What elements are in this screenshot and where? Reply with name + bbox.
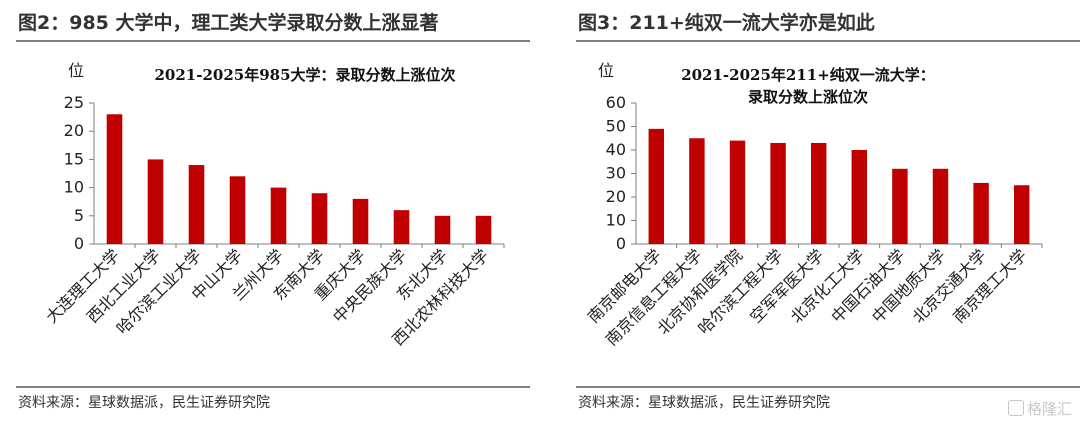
right-figure-panel: 图3：211+纯双一流大学亦是如此 位 2021-2025年211+纯双一流大学：… — [560, 0, 1080, 421]
source-note: 资料来源：星球数据派，民生证券研究院 — [18, 395, 270, 411]
y-tick-label: 25 — [64, 93, 84, 112]
y-tick-label: 10 — [64, 178, 84, 197]
bar — [770, 142, 786, 244]
chart-title: 2021-2025年985大学：录取分数上涨位次 — [154, 66, 455, 84]
source-divider — [16, 386, 530, 388]
bar — [648, 128, 665, 244]
bar — [393, 210, 410, 244]
title-divider — [16, 40, 530, 42]
y-tick-label: 10 — [606, 211, 626, 230]
bar — [188, 165, 205, 244]
y-tick-label: 5 — [74, 206, 84, 225]
y-tick-label: 0 — [616, 234, 626, 253]
bar — [270, 187, 287, 244]
bar — [352, 198, 369, 244]
title-divider — [576, 40, 1080, 42]
source-divider — [576, 386, 1080, 388]
bar — [229, 176, 246, 244]
chart-title-line2: 录取分数上涨位次 — [748, 88, 868, 106]
y-tick-label: 20 — [606, 187, 626, 206]
y-tick-label: 0 — [74, 234, 84, 253]
y-tick-label: 30 — [606, 164, 626, 183]
watermark: 格隆汇 — [1007, 398, 1072, 419]
bar — [311, 193, 328, 244]
bar — [1013, 185, 1030, 244]
y-tick-label: 20 — [64, 121, 84, 140]
bar — [932, 168, 949, 244]
bar — [973, 182, 989, 244]
watermark-text: 格隆汇 — [1026, 400, 1072, 418]
y-tick-label: 15 — [64, 149, 84, 168]
source-note: 资料来源：星球数据派，民生证券研究院 — [578, 395, 830, 411]
glh-logo-icon — [1007, 400, 1024, 416]
y-tick-label: 50 — [606, 117, 626, 136]
bar — [106, 114, 123, 244]
bar — [729, 140, 746, 244]
bar — [892, 168, 908, 244]
left-figure-panel: 图2：985 大学中，理工类大学录取分数上涨显著 位 2021-2025年985大… — [0, 0, 530, 421]
bar — [475, 215, 492, 244]
bar-chart-985: 位 2021-2025年985大学：录取分数上涨位次0510152025大连理工大… — [42, 61, 505, 349]
y-unit-label: 位 — [68, 61, 84, 80]
y-tick-label: 40 — [606, 140, 626, 159]
y-unit-label: 位 — [598, 61, 614, 80]
bar — [851, 150, 868, 244]
chart-title: 2021-2025年211+纯双一流大学： — [681, 66, 935, 84]
bar — [689, 138, 705, 244]
figure-3-title: 图3：211+纯双一流大学亦是如此 — [578, 12, 875, 34]
bar — [147, 159, 164, 244]
bar-chart-211: 位 2021-2025年211+纯双一流大学： 录取分数上涨位次 0 10 20 30 40 5… — [584, 61, 1043, 349]
figure-2-title: 图2：985 大学中，理工类大学录取分数上涨显著 — [18, 12, 439, 34]
bar — [810, 142, 827, 244]
bar — [434, 215, 451, 244]
y-tick-label: 60 — [606, 93, 626, 112]
